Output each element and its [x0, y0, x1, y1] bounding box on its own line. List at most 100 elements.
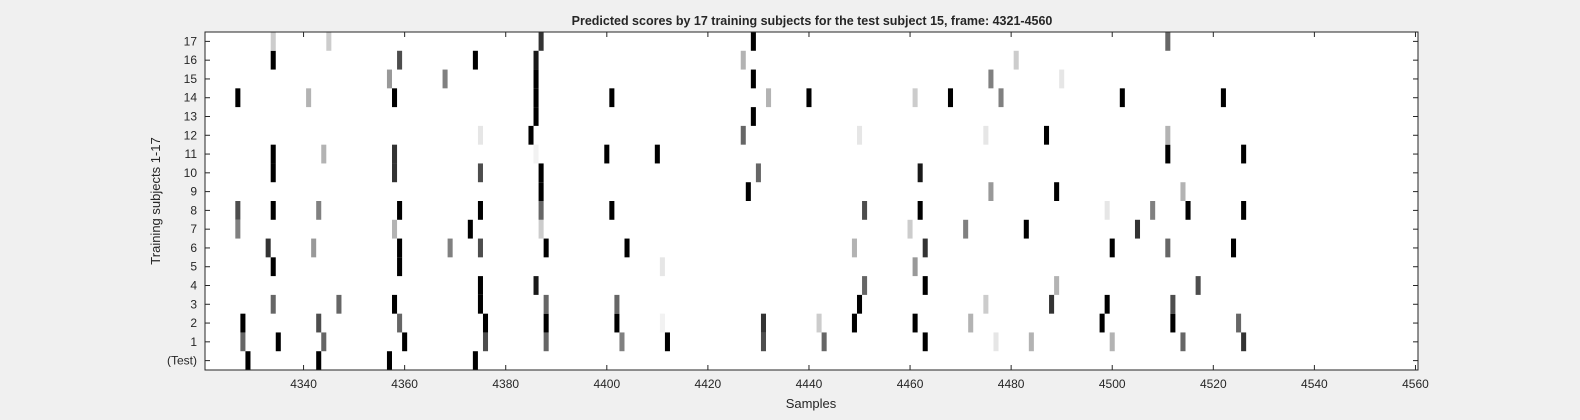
- heatmap-cell: [275, 332, 281, 352]
- heatmap-cell: [467, 219, 473, 239]
- x-axis-ticks: 4340 4360 4380 4400 4420 4440 4460 4480 4500 4520…: [290, 32, 1429, 391]
- heatmap-cell: [988, 182, 994, 201]
- heatmap-cell: [316, 201, 322, 220]
- x-tick-label: 4520: [1200, 377, 1227, 391]
- heatmap-cell: [270, 201, 276, 220]
- heatmap-cell: [1180, 332, 1186, 352]
- y-tick-label: 16: [184, 53, 198, 67]
- heatmap-cell: [265, 238, 271, 258]
- heatmap-cell: [922, 238, 928, 258]
- y-tick-label: 11: [185, 147, 198, 161]
- heatmap-cell: [392, 219, 398, 239]
- heatmap-cell: [477, 125, 483, 145]
- heatmap-cell: [624, 238, 630, 258]
- heatmap-cell: [472, 351, 478, 370]
- heatmap-cell: [760, 332, 767, 352]
- heatmap-cell: [538, 201, 544, 220]
- heatmap-cell: [806, 88, 812, 108]
- heatmap-cell: [402, 332, 408, 352]
- heatmap-cell: [664, 332, 670, 352]
- x-axis-label: Samples: [786, 396, 837, 411]
- heatmap-cell: [533, 50, 539, 70]
- heatmap-cell: [543, 313, 549, 333]
- heatmap-cell: [750, 69, 756, 89]
- heatmap-cell: [392, 294, 398, 314]
- heatmap-cell: [482, 313, 489, 333]
- heatmap-cell: [745, 182, 751, 201]
- heatmap-cell: [270, 144, 276, 164]
- heatmap-cell: [240, 313, 246, 333]
- heatmap-cell: [851, 238, 857, 258]
- y-axis-label: Training subjects 1-17: [148, 137, 163, 264]
- heatmap-cell: [321, 144, 327, 164]
- heatmap-cell: [270, 257, 276, 277]
- heatmap-cell: [386, 69, 392, 89]
- y-tick-label: 2: [190, 316, 197, 330]
- heatmap-cell: [326, 32, 332, 51]
- chart-title: Predicted scores by 17 training subjects…: [572, 14, 1053, 28]
- heatmap-cell: [604, 144, 610, 164]
- heatmap-cell: [614, 294, 620, 314]
- heatmap-cell: [477, 163, 483, 183]
- heatmap-cell: [816, 313, 822, 333]
- heatmap-cell: [1241, 144, 1247, 164]
- heatmap-cell: [397, 50, 403, 70]
- heatmap-cell: [983, 294, 989, 314]
- heatmap-cell: [240, 332, 246, 352]
- heatmap-cell: [740, 50, 746, 70]
- x-tick-label: 4500: [1099, 377, 1126, 391]
- heatmap-cell: [472, 50, 478, 70]
- heatmap-cell: [1059, 69, 1065, 89]
- heatmap-cell: [386, 351, 392, 370]
- heatmap-cell: [912, 257, 918, 277]
- heatmap-cell: [1054, 276, 1060, 295]
- y-tick-label: 1: [190, 335, 197, 349]
- plot-area: 4340 4360 4380 4400 4420 4440 4460 4480 4500 4520…: [167, 31, 1429, 391]
- heatmap-cell: [922, 276, 928, 295]
- heatmap-cell: [543, 294, 549, 314]
- heatmap-cell: [397, 201, 403, 220]
- heatmap-cell: [1049, 294, 1055, 314]
- heatmap-cell: [447, 238, 453, 258]
- x-tick-label: 4560: [1402, 377, 1429, 391]
- heatmap-cell: [609, 201, 615, 220]
- heatmap-cell: [947, 88, 954, 108]
- heatmap-cell: [543, 238, 549, 258]
- heatmap-cell: [1054, 182, 1060, 201]
- heatmap-cell: [1241, 201, 1247, 220]
- y-tick-label: 13: [184, 110, 198, 124]
- heatmap-cell: [528, 125, 534, 145]
- heatmap-cell: [321, 332, 327, 352]
- y-tick-label: 5: [190, 260, 197, 274]
- heatmap-cell: [1180, 182, 1186, 201]
- x-tick-label: 4440: [796, 377, 823, 391]
- x-tick-label: 4460: [897, 377, 924, 391]
- y-tick-label: (Test): [167, 354, 197, 368]
- y-tick-label: 10: [184, 166, 198, 180]
- heatmap-cell: [538, 163, 544, 183]
- heatmap-cell: [533, 107, 539, 126]
- heatmap-cell: [1134, 219, 1141, 239]
- heatmap-cell: [1013, 50, 1019, 70]
- heatmap-cell: [306, 88, 312, 108]
- x-tick-label: 4340: [290, 377, 317, 391]
- heatmap-cell: [1231, 238, 1237, 258]
- heatmap-cell: [1109, 332, 1115, 352]
- heatmap-cell: [917, 163, 923, 183]
- heatmap-cell: [392, 144, 398, 164]
- heatmap-cell: [533, 144, 539, 164]
- y-tick-label: 8: [190, 203, 197, 217]
- heatmap-cell: [316, 351, 322, 370]
- heatmap-cell: [533, 69, 539, 89]
- heatmap-cell: [614, 313, 620, 333]
- heatmap-cell: [1185, 201, 1191, 220]
- heatmap-cell: [442, 69, 448, 89]
- heatmap-cell: [538, 182, 544, 201]
- heatmap-cell: [917, 201, 923, 220]
- heatmap-cell: [477, 238, 483, 258]
- heatmap-cell: [477, 294, 483, 314]
- x-tick-label: 4400: [593, 377, 620, 391]
- heatmap-cell: [1220, 88, 1226, 108]
- heatmap-cell: [856, 125, 863, 145]
